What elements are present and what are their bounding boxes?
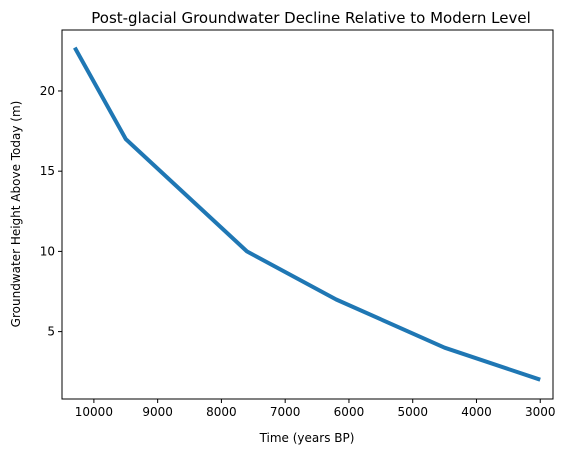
series-line-0 xyxy=(73,46,541,382)
y-tick-label: 5 xyxy=(47,325,55,339)
plot-area xyxy=(73,46,541,382)
y-axis-ticks: 5 10 15 20 xyxy=(40,84,62,339)
x-tick-label: 4000 xyxy=(461,405,492,419)
axes-frame xyxy=(61,29,554,400)
x-tick-label: 10000 xyxy=(75,405,113,419)
chart-title: Post-glacial Groundwater Decline Relativ… xyxy=(91,9,531,27)
y-tick-label: 15 xyxy=(40,164,55,178)
y-tick-label: 10 xyxy=(40,244,55,258)
x-tick-label: 7000 xyxy=(270,405,301,419)
x-tick-label: 6000 xyxy=(334,405,365,419)
x-tick-label: 8000 xyxy=(206,405,237,419)
x-tick-label: 9000 xyxy=(142,405,173,419)
y-tick-label: 20 xyxy=(40,84,55,98)
x-axis-label: Time (years BP) xyxy=(259,431,355,445)
y-axis-label: Groundwater Height Above Today (m) xyxy=(9,101,23,328)
x-tick-label: 3000 xyxy=(525,405,556,419)
x-axis-ticks: 10000 9000 8000 7000 6000 5000 4000 3000 xyxy=(75,399,556,419)
x-tick-label: 5000 xyxy=(397,405,428,419)
